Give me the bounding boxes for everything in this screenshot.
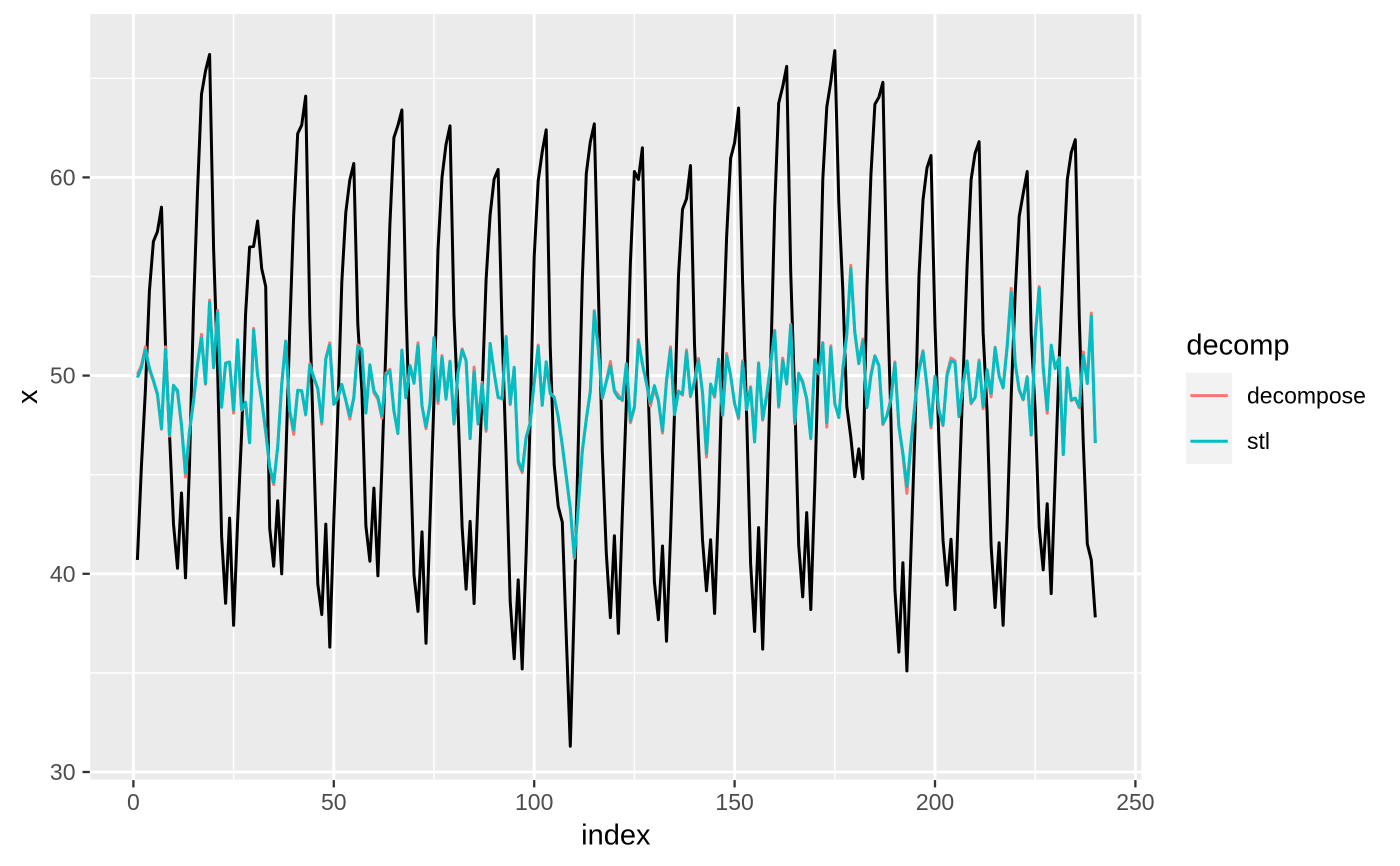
svg-text:100: 100 xyxy=(515,789,553,815)
svg-text:50: 50 xyxy=(321,789,347,815)
svg-text:stl: stl xyxy=(1247,428,1270,454)
svg-text:60: 60 xyxy=(50,165,76,191)
svg-text:decompose: decompose xyxy=(1247,383,1366,409)
svg-text:200: 200 xyxy=(916,789,954,815)
svg-text:x: x xyxy=(12,389,44,404)
svg-text:40: 40 xyxy=(50,561,76,587)
svg-text:index: index xyxy=(581,820,651,852)
svg-text:30: 30 xyxy=(50,759,76,785)
svg-text:250: 250 xyxy=(1116,789,1154,815)
svg-text:150: 150 xyxy=(715,789,753,815)
svg-text:decomp: decomp xyxy=(1186,330,1289,362)
svg-text:0: 0 xyxy=(127,789,140,815)
svg-text:50: 50 xyxy=(50,363,76,389)
